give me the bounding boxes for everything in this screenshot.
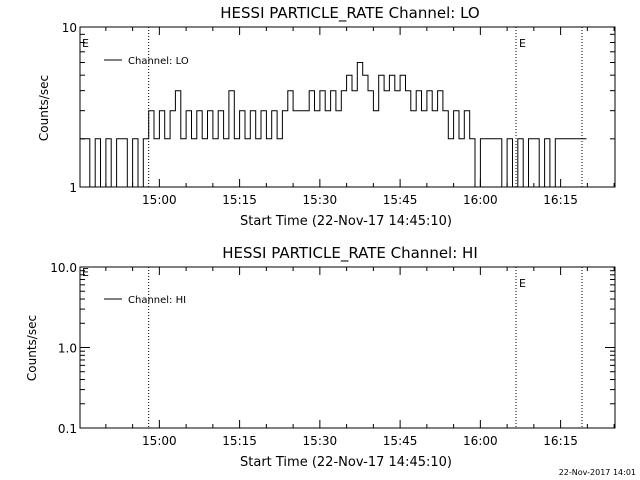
panel-hi-y-tick-label: 0.1 [58, 422, 77, 436]
panel-hi-x-tick-label: 15:00 [142, 434, 177, 448]
panel-hi-x-tick-label: 16:15 [543, 434, 578, 448]
panel-lo-legend-entry: Channel: LO [128, 56, 189, 67]
panel-hi-frame [79, 266, 616, 429]
panel-hi-title: HESSI PARTICLE_RATE Channel: HI [222, 244, 478, 263]
panel-hi-event-lines: E [148, 267, 583, 428]
panel-hi-ticks: 15:00 15:15 15:30 15:45 16:00 16:15 0.1 1.0 10.0 [50, 261, 615, 448]
panel-lo-x-tick-label: 15:45 [383, 193, 418, 207]
panel-hi-event-label: E [519, 277, 526, 290]
panel-hi-y-tick-label: 1.0 [58, 342, 77, 356]
panel-hi-legend-entry: Channel: HI [128, 295, 186, 306]
panel-lo-x-axis-label: Start Time (22-Nov-17 14:45:10) [240, 214, 452, 229]
footer-timestamp: 22-Nov-2017 14:01 [559, 468, 636, 477]
panel-hi-corner-label: E [82, 266, 89, 279]
panel-lo: HESSI PARTICLE_RATE Channel: LO Counts/s… [37, 4, 616, 229]
panel-lo-x-tick-label: 16:00 [463, 193, 498, 207]
panel-lo-series-line [80, 62, 587, 188]
panel-lo-event-label: E [519, 37, 526, 50]
panel-lo-x-tick-label: 15:30 [303, 193, 338, 207]
panel-lo-x-tick-label: 15:00 [142, 193, 177, 207]
panel-lo-event-lines: E [148, 27, 583, 187]
panel-lo-series [80, 62, 587, 188]
panel-lo-y-tick-label: 10 [62, 21, 77, 35]
panel-hi-x-tick-label: 16:00 [463, 434, 498, 448]
panel-hi-x-tick-label: 15:45 [383, 434, 418, 448]
panel-lo-frame [79, 26, 616, 188]
panel-lo-title: HESSI PARTICLE_RATE Channel: LO [220, 4, 479, 23]
panel-hi-y-axis-label: Counts/sec [25, 315, 39, 381]
panel-hi: HESSI PARTICLE_RATE Channel: HI Counts/s… [25, 244, 616, 470]
panel-lo-y-axis-label: Counts/sec [37, 75, 51, 141]
panel-hi-y-tick-label: 10.0 [50, 261, 77, 275]
panel-hi-x-axis-label: Start Time (22-Nov-17 14:45:10) [240, 455, 452, 470]
panel-lo-x-tick-label: 15:15 [222, 193, 257, 207]
panel-lo-corner-label: E [82, 37, 89, 50]
panel-lo-ticks: 15:00 15:15 15:30 15:45 16:00 16:15 1 10 [62, 21, 615, 207]
panel-hi-x-tick-label: 15:15 [222, 434, 257, 448]
panel-hi-x-tick-label: 15:30 [303, 434, 338, 448]
panel-lo-x-tick-label: 16:15 [543, 193, 578, 207]
panel-lo-y-tick-label: 1 [69, 181, 77, 195]
